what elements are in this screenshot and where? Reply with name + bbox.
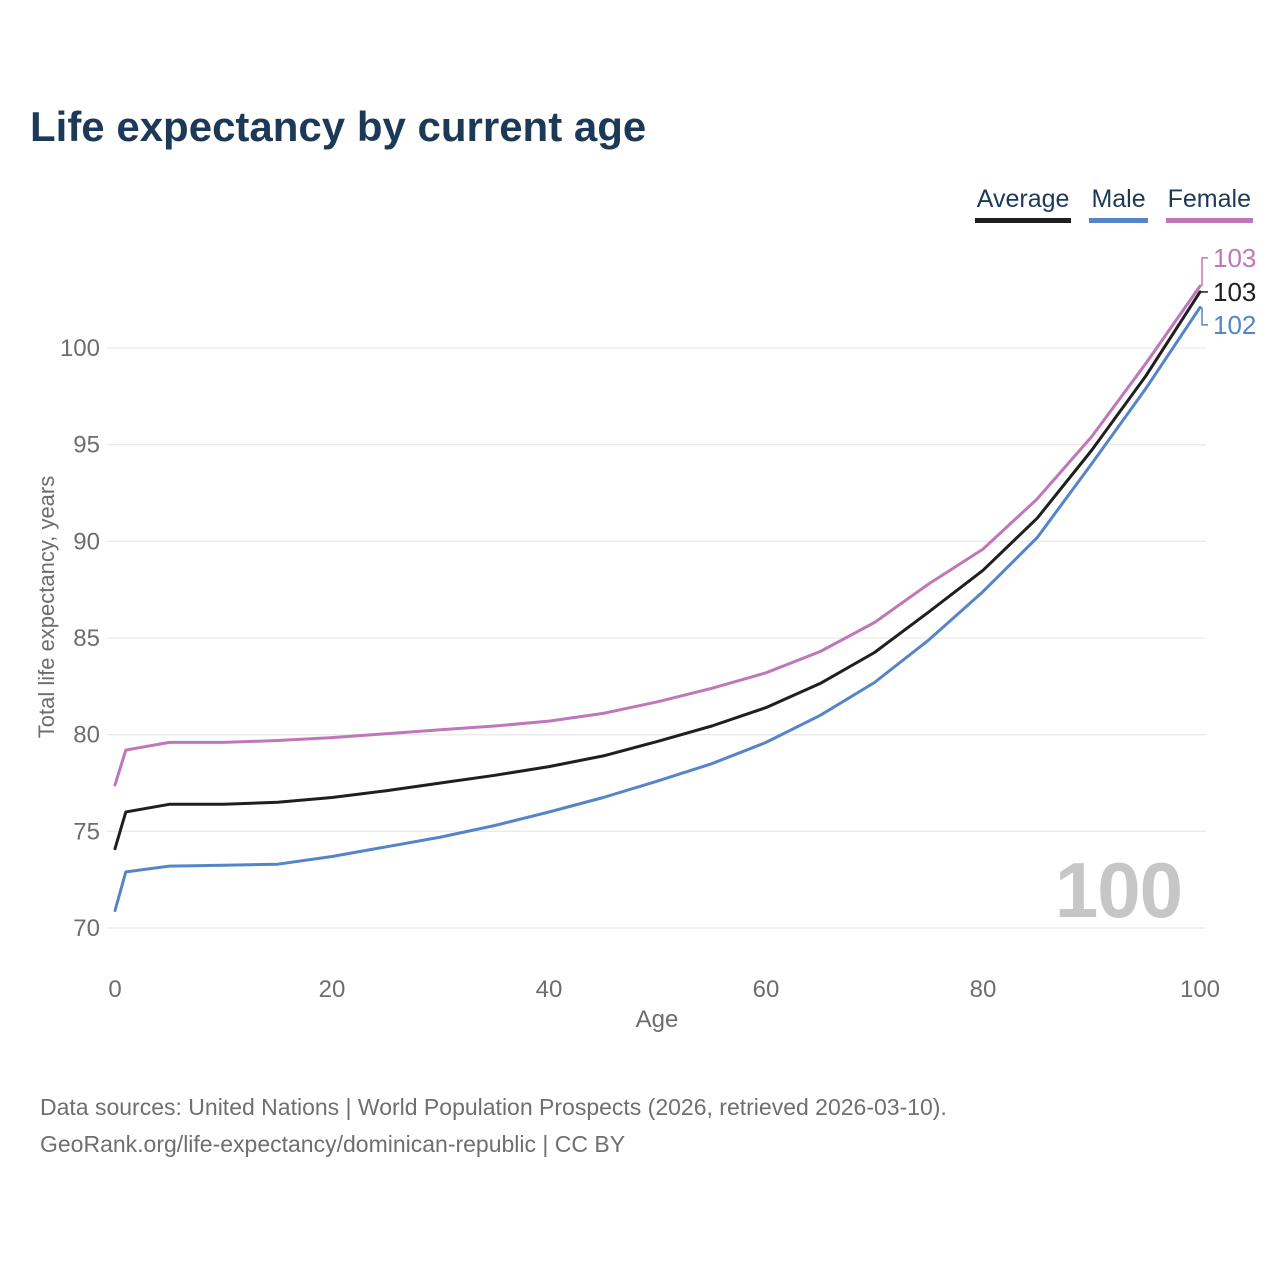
series-line-female [113, 284, 1202, 787]
y-tick-label-80: 80 [73, 722, 100, 749]
page-title: Life expectancy by current age [30, 103, 647, 150]
x-tick-label-60: 60 [753, 976, 780, 1003]
x-tick-label-80: 80 [970, 976, 997, 1003]
x-tick-label-100: 100 [1180, 976, 1220, 1003]
end-value-label-female: 103 [1213, 243, 1256, 273]
x-tick-label-20: 20 [319, 976, 346, 1003]
end-value-label-average: 103 [1213, 277, 1256, 307]
x-axis-title: Age [635, 1006, 679, 1033]
footer: Data sources: United Nations | World Pop… [40, 1089, 1240, 1163]
legend-item-female[interactable]: Female [1165, 185, 1253, 223]
x-tick-label-40: 40 [536, 976, 563, 1003]
y-tick-label-95: 95 [73, 432, 100, 459]
series-line-average [113, 290, 1202, 851]
legend-item-average[interactable]: Average [974, 185, 1072, 223]
end-label-connector-female [1201, 257, 1208, 287]
legend-item-male[interactable]: Male [1089, 185, 1148, 223]
footer-line-2: GeoRank.org/life-expectancy/dominican-re… [40, 1131, 626, 1157]
series-line-male [113, 305, 1202, 913]
y-axis-title: Total life expectancy, years [34, 475, 59, 739]
y-tick-label-70: 70 [73, 915, 100, 942]
y-tick-label-75: 75 [73, 818, 100, 845]
x-tick-label-0: 0 [108, 976, 121, 1003]
y-tick-label-100: 100 [60, 335, 100, 362]
legend: Average Male Female [974, 185, 1253, 223]
age-counter-watermark: 100 [1054, 846, 1183, 934]
y-tick-label-85: 85 [73, 625, 100, 652]
y-tick-label-90: 90 [73, 528, 100, 555]
footer-line-1: Data sources: United Nations | World Pop… [40, 1094, 947, 1120]
end-value-label-male: 102 [1213, 310, 1256, 340]
end-label-connector-male [1201, 307, 1208, 326]
